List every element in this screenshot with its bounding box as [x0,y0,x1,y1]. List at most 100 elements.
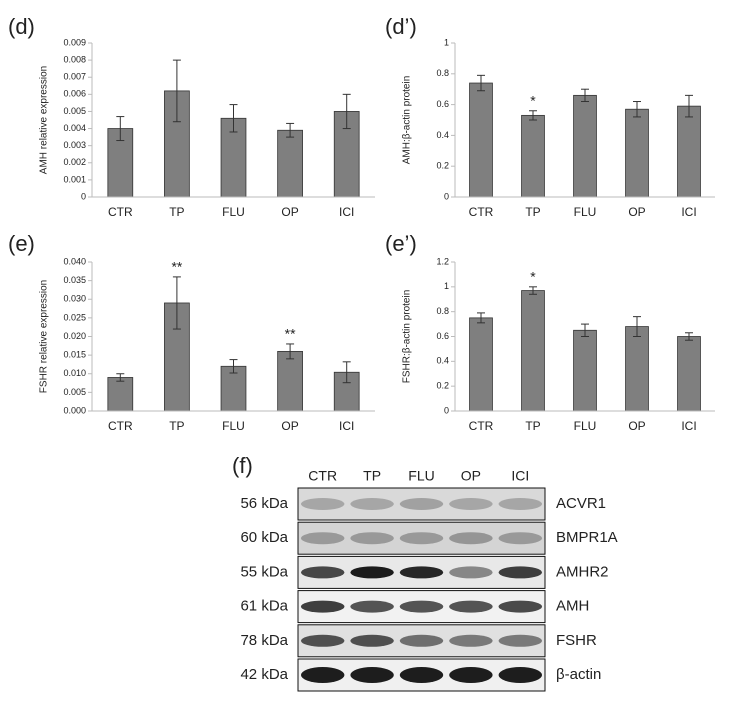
band [399,600,444,613]
x-tick-label: ICI [339,205,354,219]
blot-strip [297,487,546,521]
lane-label: TP [363,468,381,484]
y-tick-label: 0 [444,191,449,201]
y-tick-label: 0.000 [63,405,86,415]
bar [677,105,701,198]
y-tick-label: 0.4 [436,130,449,140]
x-tick-label: TP [169,419,184,433]
x-tick-label: CTR [469,205,494,219]
band [498,532,543,545]
mw-label: 60 kDa [240,529,288,546]
x-tick-label: OP [281,205,298,219]
y-tick-label: 0.005 [63,387,86,397]
lane-label: ICI [511,468,529,484]
y-tick-label: 0 [444,405,449,415]
band [498,600,543,613]
mw-label: 61 kDa [240,598,288,615]
y-tick-label: 0.2 [436,381,449,391]
bar [277,350,303,412]
lane-label: OP [461,468,481,484]
band [350,566,394,579]
band [498,667,543,683]
band [399,667,444,683]
y-tick-label: 0.030 [63,294,86,304]
y-tick-label: 0.010 [63,368,86,378]
protein-label: BMPR1A [556,529,618,546]
band [498,634,543,647]
band [399,532,444,545]
panel-label: (d’) [385,14,417,39]
band [300,600,345,613]
y-tick-label: 0.001 [63,174,86,184]
y-tick-label: 0.005 [63,106,86,116]
bar [677,336,701,412]
band [449,566,493,579]
y-tick-label: 0.009 [63,37,86,47]
band [300,498,345,510]
band [449,600,493,613]
y-tick-label: 0.6 [436,331,449,341]
bar [521,114,545,198]
y-tick-label: 0.040 [63,256,86,266]
y-tick-label: 0.8 [436,68,449,78]
mw-label: 55 kDa [240,563,288,580]
band [350,634,394,647]
band [449,498,493,510]
mw-label: 78 kDa [240,632,288,649]
y-tick-label: 0.003 [63,140,86,150]
y-tick-label: 0.025 [63,312,86,322]
x-tick-label: FLU [574,419,597,433]
y-tick-label: 0.035 [63,275,86,285]
band [300,566,345,579]
y-tick-label: 0.004 [63,123,86,133]
y-tick-label: 0.020 [63,331,86,341]
x-tick-label: TP [525,419,540,433]
mw-label: 42 kDa [240,666,288,683]
significance: * [530,269,536,285]
y-tick-label: 0 [81,191,86,201]
x-tick-label: FLU [222,205,245,219]
panel-label: (e’) [385,231,417,256]
x-tick-label: CTR [469,419,494,433]
panel-label: (f) [232,453,253,478]
x-tick-label: FLU [222,419,245,433]
mw-label: 56 kDa [240,495,288,512]
blot-strip [297,521,546,555]
bar [469,82,493,198]
bar [625,108,649,198]
band [300,667,345,683]
band [300,634,345,647]
panel-label: (e) [8,231,35,256]
band [399,498,444,510]
bar [107,377,134,412]
band [449,667,493,683]
band [300,532,345,545]
y-tick-label: 0.006 [63,89,86,99]
protein-label: ACVR1 [556,495,606,512]
x-tick-label: ICI [681,419,696,433]
band [399,634,444,647]
x-tick-label: OP [628,205,645,219]
panel-label: (d) [8,14,35,39]
x-tick-label: ICI [681,205,696,219]
bar [573,94,597,198]
x-tick-label: ICI [339,419,354,433]
y-tick-label: 0.015 [63,350,86,360]
y-axis-label: FSHR:β-actin protein [402,290,413,384]
band [449,532,493,545]
y-tick-label: 0.8 [436,306,449,316]
y-tick-label: 1 [444,281,449,291]
y-tick-label: 0.4 [436,356,449,366]
x-tick-label: FLU [574,205,597,219]
band [399,566,444,579]
band [350,498,394,510]
bar [469,317,493,412]
x-tick-label: OP [281,419,298,433]
y-tick-label: 0.008 [63,54,86,64]
y-axis-label: AMH:β-actin protein [402,76,413,165]
x-tick-label: TP [525,205,540,219]
protein-label: FSHR [556,632,597,649]
y-tick-label: 0.002 [63,157,86,167]
lane-label: FLU [408,468,434,484]
